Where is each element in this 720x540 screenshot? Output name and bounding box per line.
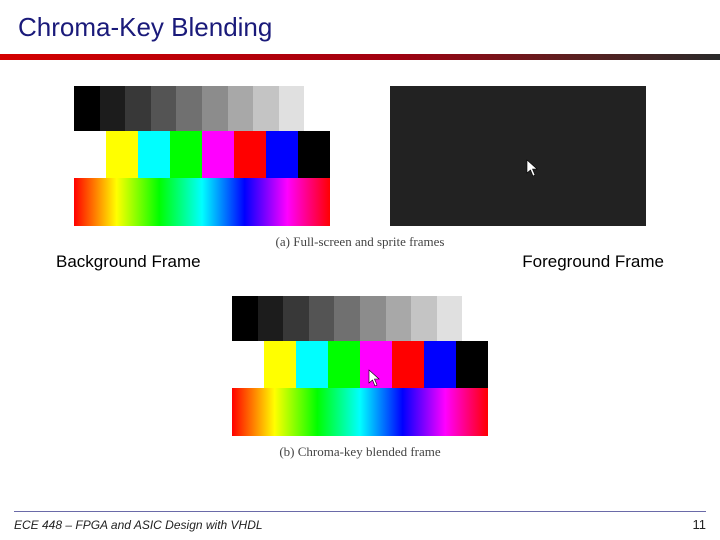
background-frame-label: Background Frame <box>56 252 201 272</box>
footer-page-number: 11 <box>693 517 707 532</box>
blended-frame-figure <box>232 296 488 436</box>
cursor-icon <box>368 369 382 387</box>
cursor-icon <box>526 159 540 177</box>
caption-b: (b) Chroma-key blended frame <box>0 444 720 460</box>
foreground-frame-label: Foreground Frame <box>522 252 664 272</box>
background-frame-figure <box>74 86 330 226</box>
footer-rule <box>14 511 706 512</box>
footer-course: ECE 448 – FPGA and ASIC Design with VHDL <box>14 518 263 532</box>
foreground-frame-figure <box>390 86 646 226</box>
top-figures-row <box>0 86 720 226</box>
slide-title: Chroma-Key Blending <box>18 12 272 43</box>
title-rule <box>0 54 720 60</box>
caption-a: (a) Full-screen and sprite frames <box>0 234 720 250</box>
